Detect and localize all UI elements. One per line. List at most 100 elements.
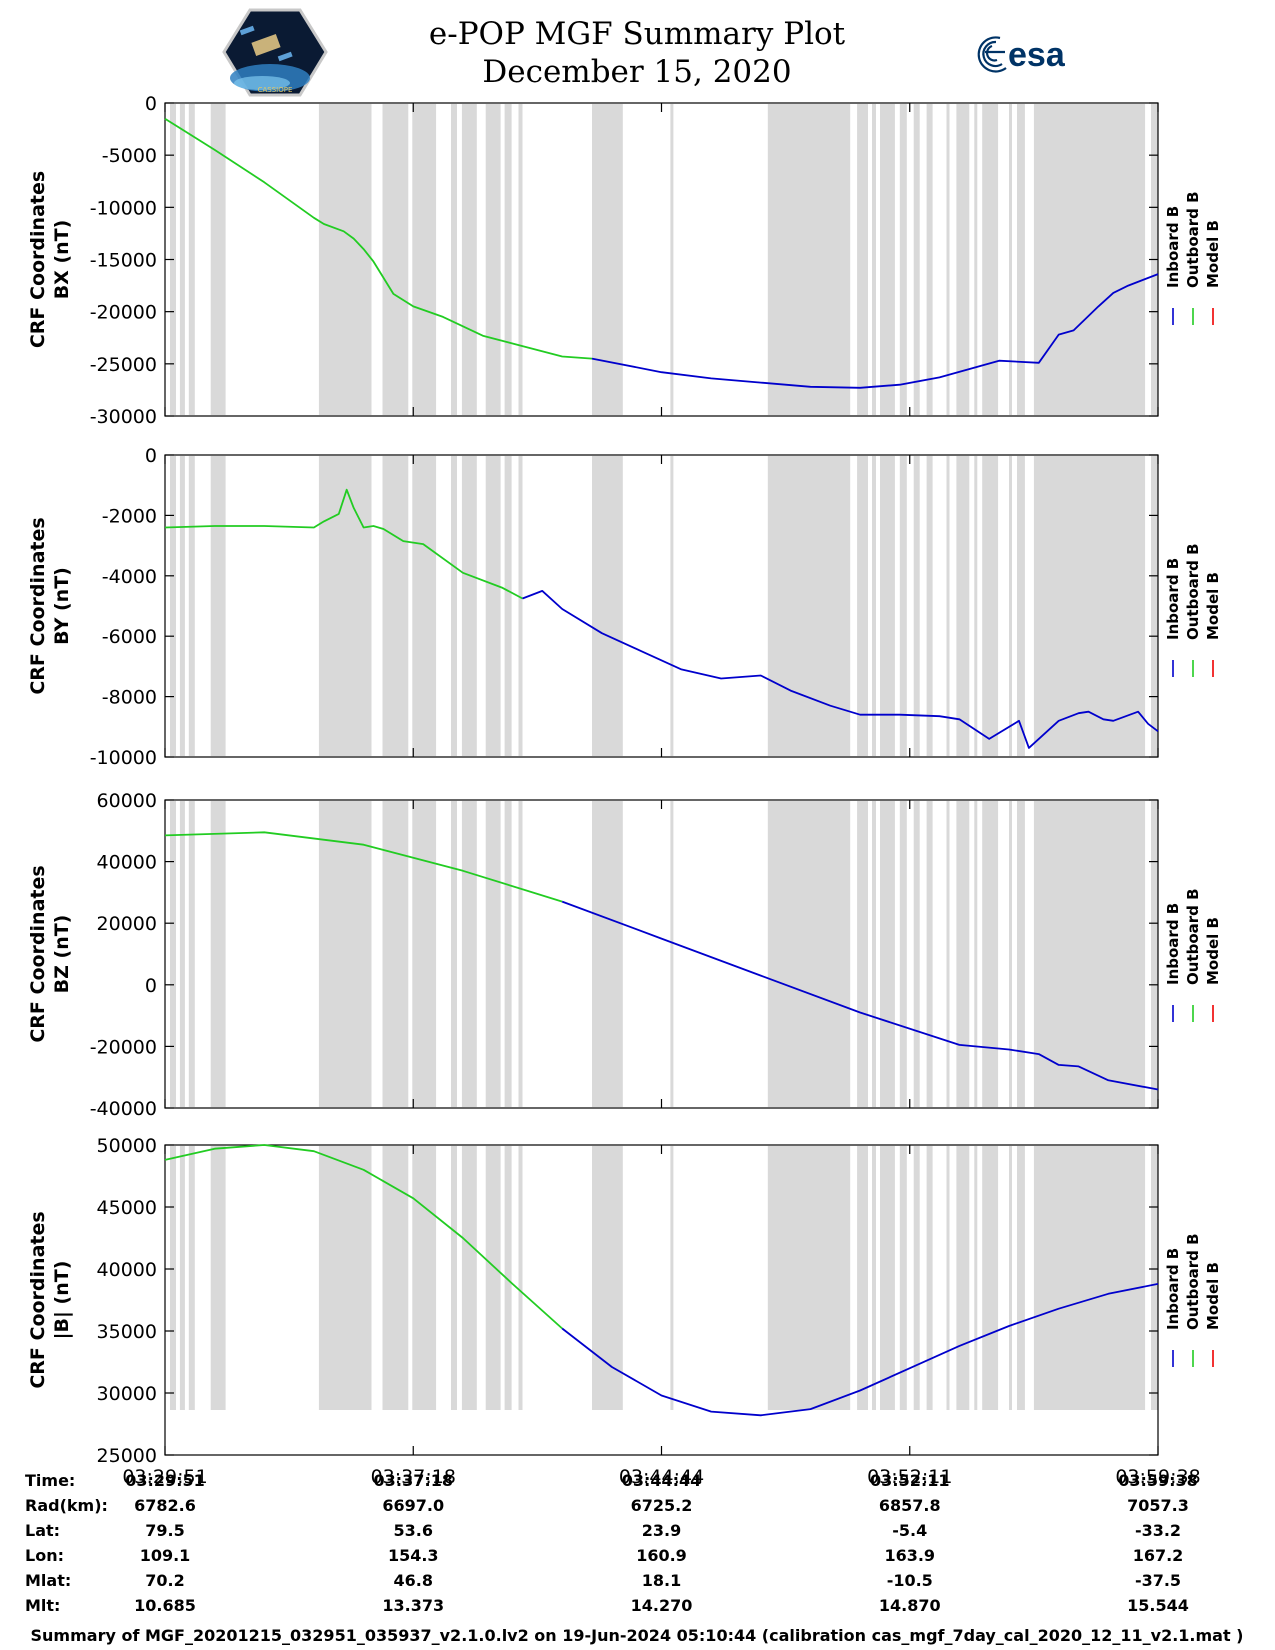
ephemeris-cell: -10.5: [887, 1571, 933, 1590]
gap-shading-band: [592, 1146, 623, 1410]
y-tick-label: 60000: [97, 790, 157, 812]
ephemeris-row-label: Lon:: [25, 1546, 64, 1565]
gap-shading-band: [1009, 801, 1012, 1107]
footer-summary: Summary of MGF_20201215_032951_035937_v2…: [31, 1626, 1244, 1645]
gap-shading-band: [518, 456, 523, 756]
y-axis-label-line2: |B| (nT): [51, 1261, 73, 1340]
series-line-outboard-b: [164, 488, 523, 600]
y-tick-label: -10000: [90, 197, 157, 219]
ephemeris-cell: 167.2: [1133, 1546, 1184, 1565]
y-tick-label: 0: [145, 975, 157, 997]
y-tick-label: -40000: [90, 1098, 157, 1120]
legend-label: Inboard B: [1164, 903, 1182, 985]
gap-shading-band: [318, 456, 372, 756]
gap-shading-band: [956, 456, 970, 756]
gap-shading-band: [318, 801, 372, 1107]
ephemeris-cell: 14.270: [631, 1596, 693, 1615]
gap-shading-band: [382, 1146, 409, 1410]
legend-label: Model B: [1204, 917, 1222, 985]
ephemeris-cell: 14.870: [879, 1596, 941, 1615]
legend-label: Inboard B: [1164, 1248, 1182, 1330]
ephemeris-cell: -37.5: [1135, 1571, 1181, 1590]
gap-shading-band: [926, 104, 933, 415]
y-axis-label-line1: CRF Coordinates: [27, 865, 49, 1042]
ephemeris-cell: 6725.2: [631, 1496, 693, 1515]
gap-shading-band: [670, 801, 674, 1107]
esa-logo: esa: [977, 36, 1066, 74]
ephemeris-row-label: Mlat:: [25, 1571, 71, 1590]
gap-shading-band: [518, 801, 523, 1107]
gap-shading-band: [170, 1146, 176, 1410]
plot-panels: 0-5000-10000-15000-20000-25000-30000CRF …: [27, 93, 1222, 1467]
y-tick-label: 40000: [97, 1259, 157, 1281]
ephemeris-row-label: Rad(km):: [25, 1496, 108, 1515]
y-tick-label: 20000: [97, 913, 157, 935]
series-line-inboard-b: [522, 590, 1159, 749]
ephemeris-cell: 79.5: [145, 1521, 184, 1540]
gap-shading-band: [1151, 456, 1158, 756]
gap-shading-band: [946, 104, 950, 415]
gap-shading-band: [857, 801, 868, 1107]
chart-title-line2: December 15, 2020: [482, 54, 791, 90]
gap-shading-band: [461, 104, 477, 415]
gap-shading-band: [451, 456, 457, 756]
gap-shading-band: [382, 456, 409, 756]
ephemeris-cell: 03:29:51: [125, 1471, 205, 1490]
gap-shading-band: [485, 104, 501, 415]
gap-shading-band: [1122, 104, 1125, 415]
gap-shading-band: [1033, 1146, 1146, 1410]
y-tick-label: 25000: [97, 1445, 157, 1467]
ephemeris-cell: 03:52:11: [870, 1471, 950, 1490]
gap-shading-band: [880, 1146, 895, 1410]
gap-shading-band: [504, 801, 512, 1107]
gap-shading-band: [946, 801, 950, 1107]
gap-shading-band: [188, 104, 195, 415]
cassiope-logo-text: CASSIOPE: [258, 86, 293, 94]
gap-shading-band: [1127, 456, 1130, 756]
y-tick-label: -30000: [90, 406, 157, 428]
gap-shading-band: [451, 104, 457, 415]
gap-shading-band: [592, 104, 623, 415]
gap-shading-band: [974, 104, 978, 415]
gap-shading-band: [982, 104, 999, 415]
gap-shading-band: [1151, 1146, 1158, 1410]
gap-shading-band: [926, 456, 933, 756]
ephemeris-cell: 03:37:18: [373, 1471, 453, 1490]
gap-shading-band: [504, 1146, 512, 1410]
gap-shading-band: [872, 456, 876, 756]
ephemeris-table: 03:29:51 03:37:18 03:44:44 03:52:11 03:59:38…: [25, 1466, 1201, 1615]
gap-shading-band: [1122, 801, 1125, 1107]
gap-shading-band: [485, 801, 501, 1107]
x-tick-label: 03:44:44: [619, 1466, 704, 1488]
x-tick-label: 03:29:51: [122, 1466, 207, 1488]
y-tick-label: 0: [145, 93, 157, 115]
x-tick-label: 03:59:38: [1115, 1466, 1200, 1488]
x-tick-label: 03:37:18: [371, 1466, 456, 1488]
y-axis-label: CRF Coordinates BX (nT): [27, 171, 73, 348]
gap-shading-band: [1009, 1146, 1012, 1410]
gap-shading-band: [412, 104, 437, 415]
gap-shading-band: [956, 104, 970, 415]
gap-shading-band: [412, 456, 437, 756]
gap-shading-band: [899, 104, 907, 415]
ephemeris-row-label: Mlt:: [25, 1596, 60, 1615]
y-tick-label: -25000: [90, 354, 157, 376]
y-tick-label: -5000: [102, 145, 157, 167]
y-tick-label: -20000: [90, 302, 157, 324]
gap-shading-band: [913, 104, 920, 415]
gap-shading-band: [880, 104, 895, 415]
gap-shading-band: [210, 801, 226, 1107]
y-tick-label: -4000: [102, 566, 157, 588]
ephemeris-cell: 46.8: [394, 1571, 433, 1590]
gap-shading-band: [412, 801, 437, 1107]
gap-shading-band: [982, 801, 999, 1107]
gap-shading-band: [461, 1146, 477, 1410]
gap-shading-band: [451, 801, 457, 1107]
legend-label: Model B: [1204, 572, 1222, 640]
ephemeris-cell: -33.2: [1135, 1521, 1181, 1540]
y-tick-label: 35000: [97, 1321, 157, 1343]
ephemeris-cell: 6857.8: [879, 1496, 941, 1515]
y-axis-label-line2: BY (nT): [51, 567, 73, 645]
legend-label: Model B: [1204, 220, 1222, 288]
